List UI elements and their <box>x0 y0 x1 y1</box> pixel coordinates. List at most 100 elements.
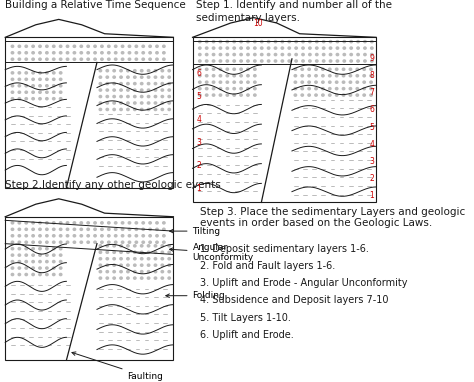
Circle shape <box>52 221 55 225</box>
Circle shape <box>119 276 123 280</box>
Circle shape <box>328 93 332 97</box>
Circle shape <box>253 87 257 91</box>
Circle shape <box>154 82 157 86</box>
Circle shape <box>148 221 152 225</box>
Circle shape <box>133 251 137 254</box>
Circle shape <box>148 44 152 48</box>
Circle shape <box>93 221 97 225</box>
Circle shape <box>126 257 130 261</box>
Circle shape <box>38 51 42 55</box>
Circle shape <box>18 228 21 231</box>
Circle shape <box>24 97 28 100</box>
Circle shape <box>356 46 360 50</box>
Circle shape <box>160 75 164 79</box>
Circle shape <box>133 263 137 267</box>
Circle shape <box>38 247 42 251</box>
Circle shape <box>369 87 373 91</box>
Circle shape <box>52 273 55 276</box>
Circle shape <box>155 234 159 238</box>
Circle shape <box>335 87 338 91</box>
Circle shape <box>281 40 284 44</box>
Circle shape <box>308 40 312 44</box>
Circle shape <box>99 257 102 261</box>
Circle shape <box>342 93 346 97</box>
Circle shape <box>349 46 353 50</box>
Circle shape <box>79 44 83 48</box>
Circle shape <box>348 93 352 97</box>
FancyBboxPatch shape <box>192 37 376 202</box>
Circle shape <box>205 46 209 50</box>
Circle shape <box>45 78 49 81</box>
Circle shape <box>45 247 49 251</box>
Circle shape <box>93 44 97 48</box>
Circle shape <box>301 40 305 44</box>
Circle shape <box>52 91 55 94</box>
Circle shape <box>294 53 298 57</box>
Circle shape <box>211 59 216 63</box>
Circle shape <box>31 228 35 231</box>
Circle shape <box>287 40 291 44</box>
Circle shape <box>260 59 264 63</box>
Circle shape <box>211 68 216 71</box>
Circle shape <box>100 221 104 225</box>
Circle shape <box>10 91 14 94</box>
Circle shape <box>79 228 83 231</box>
Circle shape <box>146 257 151 261</box>
Circle shape <box>99 88 102 92</box>
Circle shape <box>273 46 277 50</box>
Circle shape <box>356 87 359 91</box>
Circle shape <box>45 228 49 231</box>
Text: 10: 10 <box>253 19 262 28</box>
Circle shape <box>342 53 346 57</box>
Circle shape <box>119 257 123 261</box>
Circle shape <box>362 87 366 91</box>
Circle shape <box>167 88 171 92</box>
Circle shape <box>45 221 49 225</box>
Circle shape <box>10 234 14 238</box>
Circle shape <box>167 270 171 274</box>
Circle shape <box>128 44 131 48</box>
Circle shape <box>79 221 83 225</box>
Circle shape <box>59 44 63 48</box>
Circle shape <box>121 51 125 55</box>
Circle shape <box>133 276 137 280</box>
Circle shape <box>246 74 250 78</box>
Circle shape <box>59 221 63 225</box>
Circle shape <box>154 69 157 73</box>
Circle shape <box>140 257 144 261</box>
Circle shape <box>226 53 229 57</box>
Text: 9: 9 <box>369 54 374 63</box>
Circle shape <box>59 273 63 276</box>
Circle shape <box>114 228 118 231</box>
Circle shape <box>239 46 243 50</box>
Circle shape <box>307 68 311 71</box>
Circle shape <box>328 80 332 84</box>
Circle shape <box>328 59 332 63</box>
Circle shape <box>253 40 257 44</box>
Circle shape <box>154 75 157 79</box>
Circle shape <box>239 53 243 57</box>
Circle shape <box>52 57 55 61</box>
Circle shape <box>273 59 277 63</box>
Circle shape <box>307 80 311 84</box>
Circle shape <box>31 247 35 251</box>
Circle shape <box>31 91 35 94</box>
Circle shape <box>99 244 102 248</box>
Circle shape <box>18 78 21 81</box>
Circle shape <box>45 260 49 264</box>
Circle shape <box>155 57 159 61</box>
Circle shape <box>369 93 373 97</box>
Circle shape <box>18 240 21 244</box>
Circle shape <box>105 101 109 105</box>
Circle shape <box>314 68 318 71</box>
Circle shape <box>211 80 216 84</box>
Circle shape <box>198 74 202 78</box>
Circle shape <box>293 87 297 91</box>
Circle shape <box>162 44 166 48</box>
Circle shape <box>239 74 243 78</box>
Circle shape <box>167 276 171 280</box>
Circle shape <box>253 53 257 57</box>
Circle shape <box>45 97 49 100</box>
Text: Tilting: Tilting <box>170 227 221 236</box>
Circle shape <box>342 74 346 78</box>
